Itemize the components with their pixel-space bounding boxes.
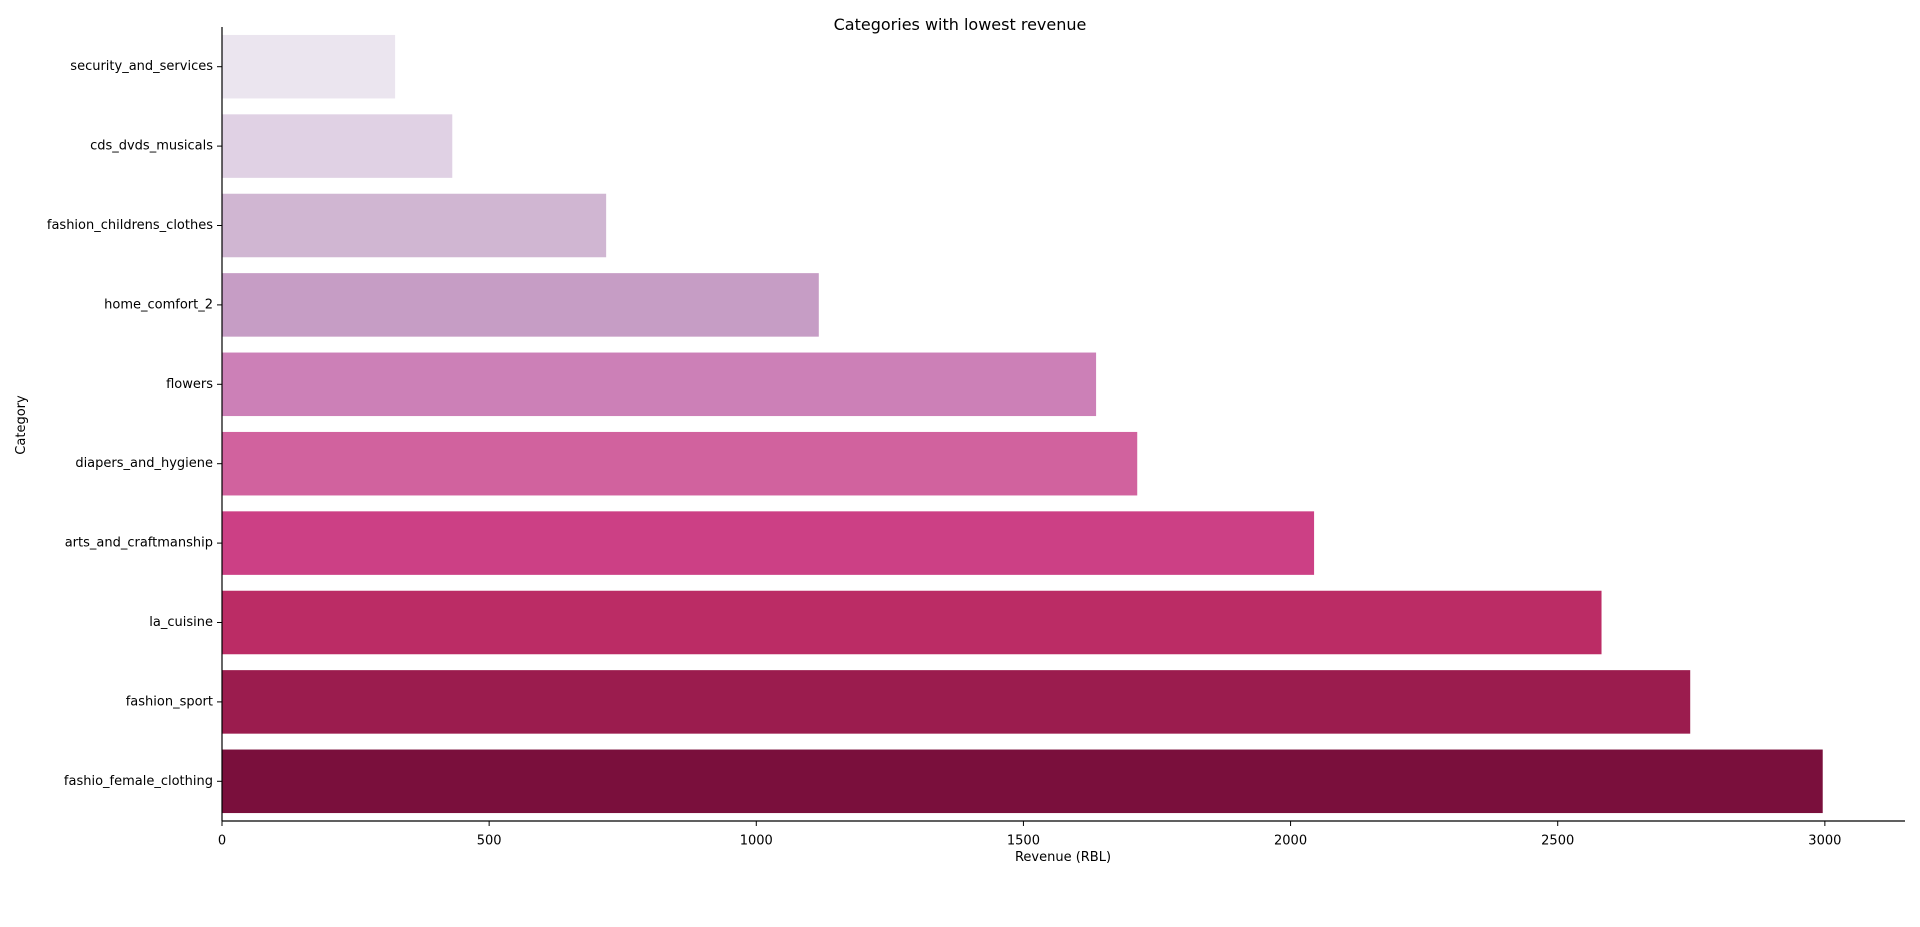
y-tick-label: security_and_services [70,59,213,74]
y-tick-label: flowers [166,377,213,392]
x-tick-label: 2000 [1274,834,1307,849]
chart-title: Categories with lowest revenue [834,15,1087,34]
x-tick-label: 500 [477,834,502,849]
bar-home-comfort-2 [222,273,819,337]
bar-arts-and-craftmanship [222,511,1315,575]
y-tick-label: la_cuisine [149,615,213,630]
bar-security-and-services [222,34,396,99]
bar-cds-dvds-musicals [222,114,453,178]
y-tick-label: cds_dvds_musicals [90,139,213,154]
bar-diapers-and-hygiene [222,431,1138,496]
x-tick-label: 0 [218,834,226,849]
bar-fashion-childrens-clothes [222,193,607,258]
bar-fashio-female-clothing [222,749,1823,814]
bars-group [222,34,1823,814]
x-axis: 0 500 1000 1500 2000 2500 3000 [218,820,1905,849]
bar-flowers [222,352,1097,417]
x-tick-label: 1000 [740,834,773,849]
y-tick-label: fashion_childrens_clothes [47,218,213,233]
x-tick-label: 2500 [1541,834,1574,849]
y-tick-label: arts_and_craftmanship [65,536,213,551]
y-axis-label: Category [14,395,29,455]
y-tick-label: fashio_female_clothing [64,774,213,789]
y-tick-label: diapers_and_hygiene [75,456,213,471]
y-axis: security_and_services cds_dvds_musicalsfa… [47,27,223,821]
bar-fashion-sport [222,670,1691,734]
bar-la-cuisine [222,590,1602,655]
y-tick-label: fashion_sport [126,694,213,709]
x-tick-label: 1500 [1007,834,1040,849]
x-tick-label: 3000 [1808,834,1841,849]
y-tick-label: home_comfort_2 [104,297,213,312]
x-axis-label: Revenue (RBL) [1015,850,1111,865]
